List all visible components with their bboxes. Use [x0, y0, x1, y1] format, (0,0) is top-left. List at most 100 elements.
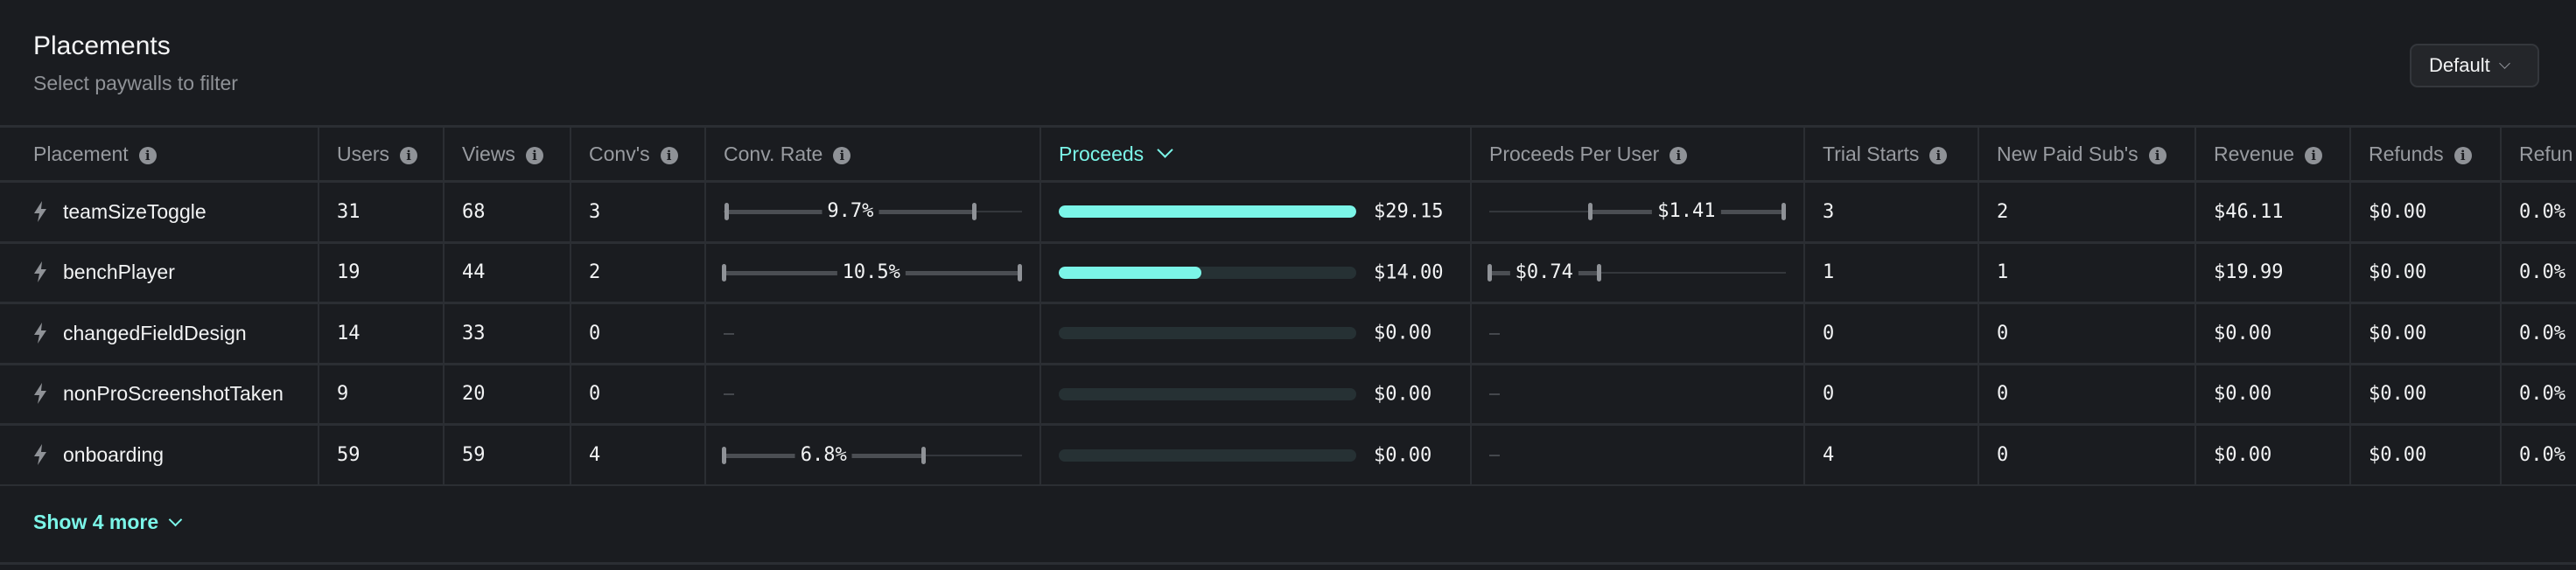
empty-dash — [724, 332, 734, 335]
info-icon[interactable]: i — [2305, 146, 2323, 164]
bolt-icon — [33, 200, 47, 222]
placement-name: nonProScreenshotTaken — [63, 382, 284, 406]
placement-cell[interactable]: nonProScreenshotTaken — [0, 364, 319, 426]
column-header-conv-s[interactable]: Conv's i — [570, 126, 706, 183]
column-header-label: New Paid Sub's — [1997, 142, 2138, 165]
range-tick — [722, 263, 726, 282]
column-header-revenue[interactable]: Revenue i — [2194, 126, 2351, 183]
placement-cell[interactable]: teamSizeToggle — [0, 181, 319, 243]
range-tick — [1597, 263, 1602, 282]
convs-cell: 0 — [570, 364, 706, 426]
proceeds-value: $0.00 — [1374, 383, 1432, 406]
chevron-down-icon — [1157, 141, 1173, 158]
revenue-cell: $46.11 — [2194, 181, 2351, 243]
proceeds-per-user-cell — [1470, 424, 1805, 486]
convs-cell: 2 — [570, 242, 706, 304]
column-header-proceeds-per-user[interactable]: Proceeds Per User i — [1470, 126, 1805, 183]
range-tick — [1488, 263, 1492, 282]
range-indicator: 9.7% — [724, 199, 1022, 225]
info-icon[interactable]: i — [1929, 146, 1948, 164]
divider — [0, 562, 2576, 565]
column-header-label: Refun — [2519, 142, 2573, 165]
table-row[interactable]: nonProScreenshotTaken 9 20 0 $0.00 0 0 $0.00 $0.… — [0, 364, 2576, 426]
revenue-cell: $0.00 — [2194, 364, 2351, 426]
info-icon[interactable]: i — [138, 146, 157, 164]
refund-rate-cell: 0.0% — [2500, 364, 2576, 426]
placement-name: benchPlayer — [63, 261, 175, 284]
proceeds-bar-fill — [1059, 266, 1202, 279]
column-header-label: Trial Starts — [1823, 142, 1920, 165]
info-icon[interactable]: i — [2454, 146, 2472, 164]
convs-cell: 4 — [570, 424, 706, 486]
range-tick — [972, 203, 977, 221]
range-indicator: 6.8% — [722, 442, 1022, 468]
users-cell: 31 — [318, 181, 444, 243]
convs-cell: 3 — [570, 181, 706, 243]
placement-cell[interactable]: benchPlayer — [0, 242, 319, 304]
header-row: Placement i Users i Views i Conv's i Conv. Rate i… — [0, 126, 2576, 183]
info-icon[interactable]: i — [2148, 146, 2166, 164]
new-paid-subs-cell: 0 — [1978, 302, 2196, 365]
views-cell: 59 — [443, 424, 571, 486]
refunds-cell: $0.00 — [2349, 242, 2502, 304]
trial-starts-cell: 1 — [1803, 242, 1979, 304]
column-header-label: Conv. Rate — [724, 142, 823, 165]
table-row[interactable]: benchPlayer 19 44 2 10.5% $14.00 $0.74 1 1 $19.99… — [0, 242, 2576, 304]
column-header-views[interactable]: Views i — [443, 126, 571, 183]
info-icon[interactable]: i — [1670, 146, 1688, 164]
revenue-cell: $0.00 — [2194, 424, 2351, 486]
column-header-refun[interactable]: Refun — [2500, 126, 2576, 183]
info-icon[interactable]: i — [833, 146, 851, 164]
range-tick — [1017, 263, 1022, 282]
revenue-cell: $19.99 — [2194, 242, 2351, 304]
placement-cell[interactable]: changedFieldDesign — [0, 302, 319, 365]
table-row[interactable]: teamSizeToggle 31 68 3 9.7% $29.15 $1.41 3 2 $46.… — [0, 181, 2576, 243]
refund-rate-cell: 0.0% — [2500, 302, 2576, 365]
column-header-trial-starts[interactable]: Trial Starts i — [1803, 126, 1979, 183]
column-header-proceeds[interactable]: Proceeds — [1040, 126, 1472, 183]
column-header-placement[interactable]: Placement i — [0, 126, 319, 183]
column-header-refunds[interactable]: Refunds i — [2349, 126, 2502, 183]
column-header-label: Revenue — [2214, 142, 2295, 165]
proceeds-bar — [1059, 448, 1356, 462]
chevron-down-icon — [2498, 58, 2510, 69]
proceeds-bar — [1059, 387, 1356, 400]
trial-starts-cell: 4 — [1803, 424, 1979, 486]
chevron-down-icon — [168, 512, 183, 527]
range-indicator: $0.74 — [1488, 260, 1786, 285]
proceeds-cell: $0.00 — [1040, 364, 1472, 426]
column-header-label: Placement — [33, 142, 129, 165]
proceeds-bar — [1059, 266, 1356, 279]
table-row[interactable]: changedFieldDesign 14 33 0 $0.00 0 0 $0.00 $0.00… — [0, 302, 2576, 365]
proceeds-value: $0.00 — [1374, 322, 1432, 344]
column-header-conv-rate[interactable]: Conv. Rate i — [704, 126, 1041, 183]
refunds-cell: $0.00 — [2349, 181, 2502, 243]
new-paid-subs-cell: 1 — [1978, 242, 2196, 304]
page-subtitle: Select paywalls to filter — [33, 72, 238, 94]
info-icon[interactable]: i — [400, 146, 418, 164]
show-more-button[interactable]: Show 4 more — [33, 511, 183, 534]
placement-cell[interactable]: onboarding — [0, 424, 319, 486]
conv-rate-cell: 9.7% — [704, 181, 1041, 243]
column-header-label: Views — [462, 142, 515, 165]
conv-rate-cell — [704, 364, 1041, 426]
empty-dash — [1489, 455, 1500, 456]
conv-rate-cell — [704, 302, 1041, 365]
proceeds-per-user-cell — [1470, 302, 1805, 365]
new-paid-subs-cell: 2 — [1978, 181, 2196, 243]
view-dropdown[interactable]: Default — [2410, 44, 2539, 87]
table-row[interactable]: onboarding 59 59 4 6.8% $0.00 4 0 $0.00 $0.00 0.0% — [0, 424, 2576, 486]
info-icon[interactable]: i — [660, 146, 678, 164]
column-header-users[interactable]: Users i — [318, 126, 444, 183]
users-cell: 14 — [318, 302, 444, 365]
info-icon[interactable]: i — [525, 146, 543, 164]
range-track — [1489, 271, 1786, 274]
column-header-new-paid-sub-s[interactable]: New Paid Sub's i — [1978, 126, 2196, 183]
convs-cell: 0 — [570, 302, 706, 365]
trial-starts-cell: 0 — [1803, 364, 1979, 426]
column-header-label: Proceeds Per User — [1489, 142, 1660, 165]
range-indicator: 10.5% — [722, 260, 1022, 285]
bolt-icon — [33, 444, 47, 465]
placement-name: teamSizeToggle — [63, 199, 206, 223]
bolt-icon — [33, 322, 47, 344]
